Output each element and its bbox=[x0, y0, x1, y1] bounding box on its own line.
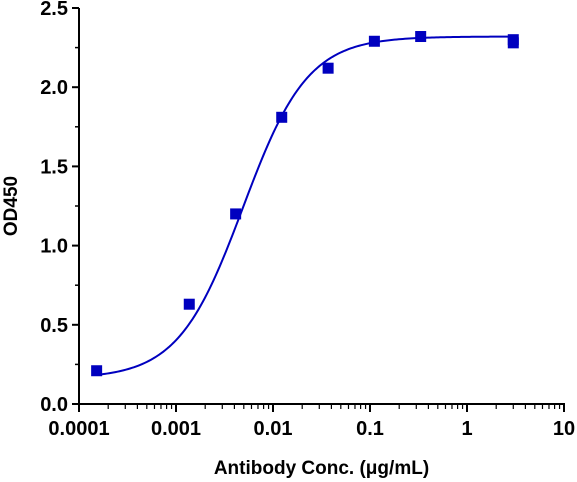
x-tick-label: 0.001 bbox=[151, 418, 201, 440]
fit-curve-group bbox=[96, 35, 514, 376]
x-tick-label: 1 bbox=[461, 418, 472, 440]
data-point bbox=[183, 298, 195, 310]
data-point bbox=[507, 37, 519, 49]
y-tick-label: 2.5 bbox=[40, 0, 68, 20]
y-tick-label: 0.5 bbox=[40, 315, 68, 337]
tick-labels: 0.0 0.5 1.0 1.5 2.0 2.5 0.0001 0.001 0.01 0.1 1 10 bbox=[40, 0, 575, 440]
y-axis-title: OD450 bbox=[1, 176, 22, 236]
data-point bbox=[91, 365, 103, 377]
x-tick-label: 0.01 bbox=[254, 418, 293, 440]
x-tick-label: 0.0001 bbox=[48, 418, 109, 440]
data-point bbox=[415, 31, 427, 43]
data-point bbox=[322, 62, 334, 74]
fit-curve bbox=[96, 35, 514, 376]
y-tick-label: 1.5 bbox=[40, 156, 68, 178]
y-tick-label: 0.0 bbox=[40, 394, 68, 416]
x-tick-label: 10 bbox=[553, 418, 575, 440]
y-tick-label: 1.0 bbox=[40, 236, 68, 258]
x-axis-title: Antibody Conc. (μg/mL) bbox=[214, 458, 429, 479]
data-points bbox=[91, 31, 519, 377]
x-tick-label: 0.1 bbox=[356, 418, 384, 440]
data-point bbox=[276, 111, 288, 123]
data-point bbox=[230, 208, 242, 220]
y-tick-label: 2.0 bbox=[40, 77, 68, 99]
data-point bbox=[368, 35, 380, 47]
axes bbox=[72, 7, 565, 412]
